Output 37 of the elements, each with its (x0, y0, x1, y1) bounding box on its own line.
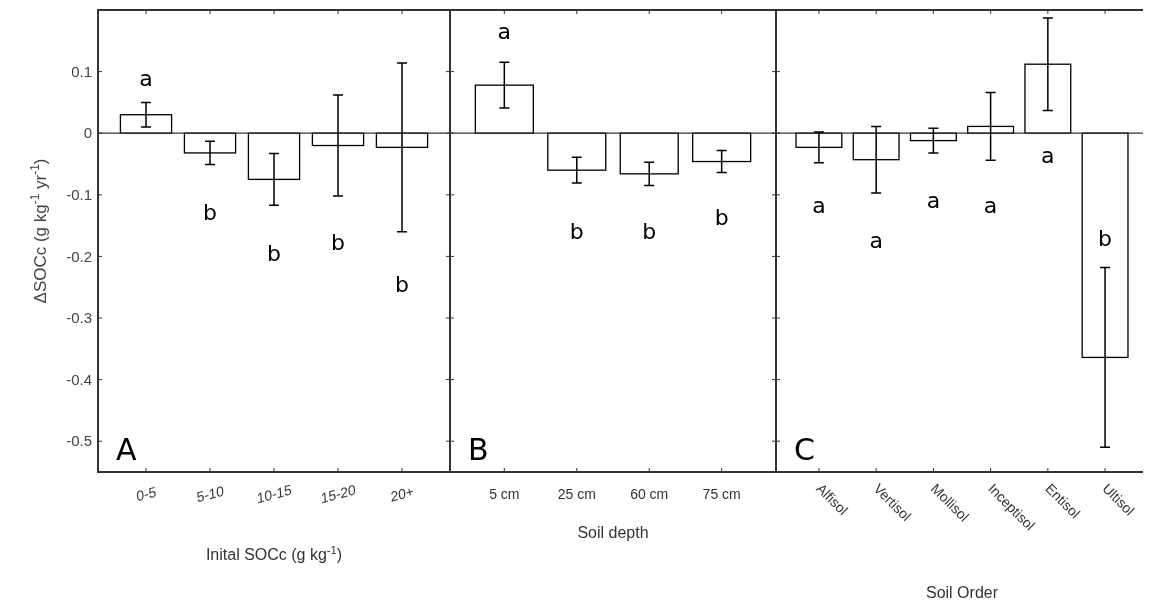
x-tick-label: 5-10 (194, 482, 226, 506)
annotation: b (331, 229, 345, 255)
annotation: a (497, 18, 512, 44)
annotation: b (267, 240, 281, 266)
annotation: a (926, 187, 941, 213)
y-tick-label: 0.1 (71, 62, 92, 80)
y-tick-label: -0.1 (66, 186, 92, 204)
annotation: b (714, 204, 729, 230)
annotation: B (468, 432, 489, 467)
x-tick-label: 0-5 (134, 483, 159, 505)
annotation: b (1098, 225, 1113, 251)
x-tick-label: 20+ (387, 483, 416, 505)
annotation: a (812, 192, 826, 218)
annotation: C (794, 432, 815, 467)
y-tick-label: -0.4 (66, 370, 92, 388)
x-tick-label: 25 cm (557, 485, 596, 502)
annotation: a (139, 65, 153, 91)
annotation: a (983, 192, 998, 218)
annotation: A (116, 432, 137, 467)
annotation: a (1041, 142, 1055, 168)
annotation: b (395, 271, 409, 297)
x-axis-title: Soil depth (577, 524, 649, 541)
x-tick-label: 10-15 (254, 481, 294, 507)
x-tick-label: 5 cm (489, 485, 520, 502)
annotation: a (869, 227, 883, 253)
annotation: b (569, 218, 584, 244)
x-tick-label: 15-20 (318, 481, 358, 507)
annotation: b (642, 218, 657, 244)
y-tick-label: -0.5 (66, 432, 92, 450)
y-tick-label: 0 (83, 124, 92, 142)
x-axis-title: Inital SOCc (g kg$^{-1}$) (205, 544, 343, 563)
annotation: b (203, 199, 217, 225)
x-tick-label: 60 cm (630, 485, 669, 502)
y-tick-label: -0.3 (66, 309, 92, 327)
y-tick-label: -0.2 (66, 247, 92, 265)
x-tick-label: 75 cm (702, 485, 741, 502)
x-axis-title: Soil Order (925, 584, 999, 601)
